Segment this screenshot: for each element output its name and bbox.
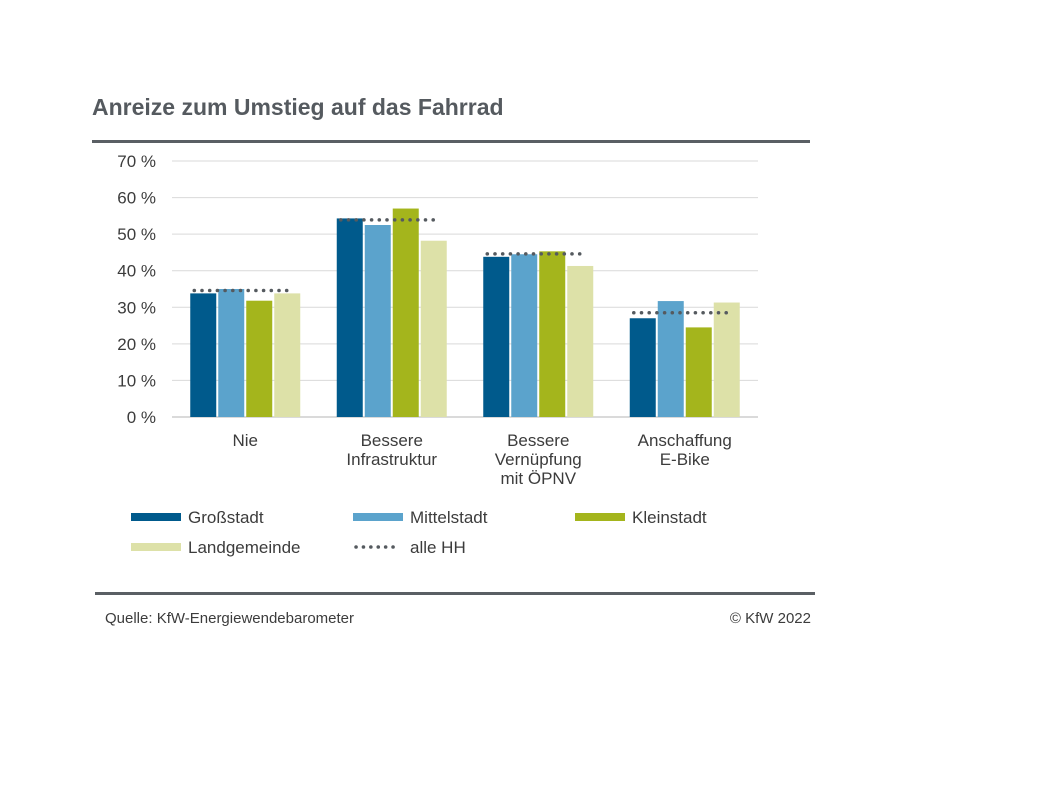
bar-kleinstadt	[685, 327, 712, 417]
legend-label: Landgemeinde	[188, 538, 300, 557]
legend-label: alle HH	[410, 538, 466, 557]
y-tick-label: 30 %	[117, 298, 156, 317]
x-category-label: Bessere	[507, 431, 569, 450]
bar-landgemeinde	[274, 293, 301, 417]
y-tick-label: 60 %	[117, 189, 156, 208]
bar-großstadt	[483, 256, 510, 417]
x-category-label: Nie	[232, 431, 258, 450]
y-tick-label: 0 %	[127, 408, 156, 427]
bar-landgemeinde	[420, 240, 447, 417]
x-category-label: Infrastruktur	[346, 450, 437, 469]
bar-kleinstadt	[539, 251, 566, 417]
bar-kleinstadt	[392, 208, 419, 417]
legend-swatch	[131, 513, 181, 521]
y-tick-label: 20 %	[117, 335, 156, 354]
legend-swatch	[575, 513, 625, 521]
y-tick-label: 40 %	[117, 262, 156, 281]
bar-mittelstadt	[511, 254, 538, 417]
bar-landgemeinde	[567, 265, 594, 417]
x-category-label: E-Bike	[660, 450, 710, 469]
bar-großstadt	[336, 218, 363, 417]
title-divider	[92, 140, 810, 143]
legend-label: Kleinstadt	[632, 508, 707, 527]
x-category-label: mit ÖPNV	[500, 469, 576, 488]
legend-label: Großstadt	[188, 508, 264, 527]
y-tick-label: 50 %	[117, 225, 156, 244]
copyright-note: © KfW 2022	[729, 610, 811, 627]
bar-großstadt	[190, 293, 217, 417]
chart-title: Anreize zum Umstieg auf das Fahrrad	[92, 94, 504, 120]
footer-divider	[95, 592, 815, 595]
y-tick-label: 10 %	[117, 371, 156, 390]
source-note: Quelle: KfW-Energiewendebarometer	[105, 610, 355, 627]
x-category-label: Anschaffung	[638, 431, 732, 450]
bar-landgemeinde	[713, 302, 740, 417]
bar-kleinstadt	[246, 300, 273, 417]
legend-swatch	[131, 543, 181, 551]
bar-mittelstadt	[364, 225, 391, 417]
legend-label: Mittelstadt	[410, 508, 488, 527]
legend-swatch	[353, 513, 403, 521]
bar-großstadt	[629, 318, 656, 417]
bar-mittelstadt	[218, 289, 245, 417]
y-tick-label: 70 %	[117, 152, 156, 171]
x-category-label: Vernüpfung	[495, 450, 582, 469]
x-category-label: Bessere	[361, 431, 423, 450]
bar-mittelstadt	[657, 301, 684, 417]
